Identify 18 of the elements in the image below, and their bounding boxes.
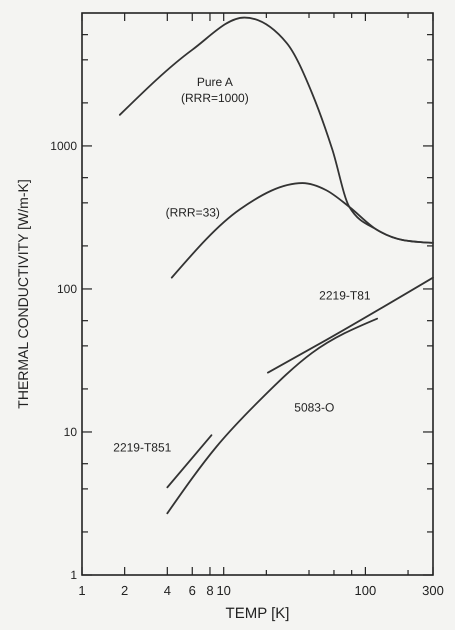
x-tick-label: 10 [216,583,231,598]
series-label: 2219-T851 [113,440,172,454]
series-label: (RRR=33) [166,206,220,220]
x-axis-title: TEMP [K] [226,605,290,622]
x-tick-label: 6 [188,583,196,598]
x-tick-label: 300 [422,583,444,598]
x-tick-label: 4 [164,583,171,598]
series-label: Pure A (RRR=1000) [181,74,249,105]
y-tick-label: 1 [70,568,78,582]
y-axis-title: THERMAL CONDUCTIVITY [W/m-K] [15,179,31,409]
text: 5083-O [294,400,334,414]
x-tick-label: 8 [206,583,214,598]
y-tick-label: 100 [56,282,78,296]
x-tick-label: 2 [121,583,128,598]
y-tick-label: 10 [64,424,78,439]
y-tick-label: 1000 [50,138,78,153]
series-label: 2219-T81 [319,288,371,303]
x-tick-label: 100 [354,583,376,598]
